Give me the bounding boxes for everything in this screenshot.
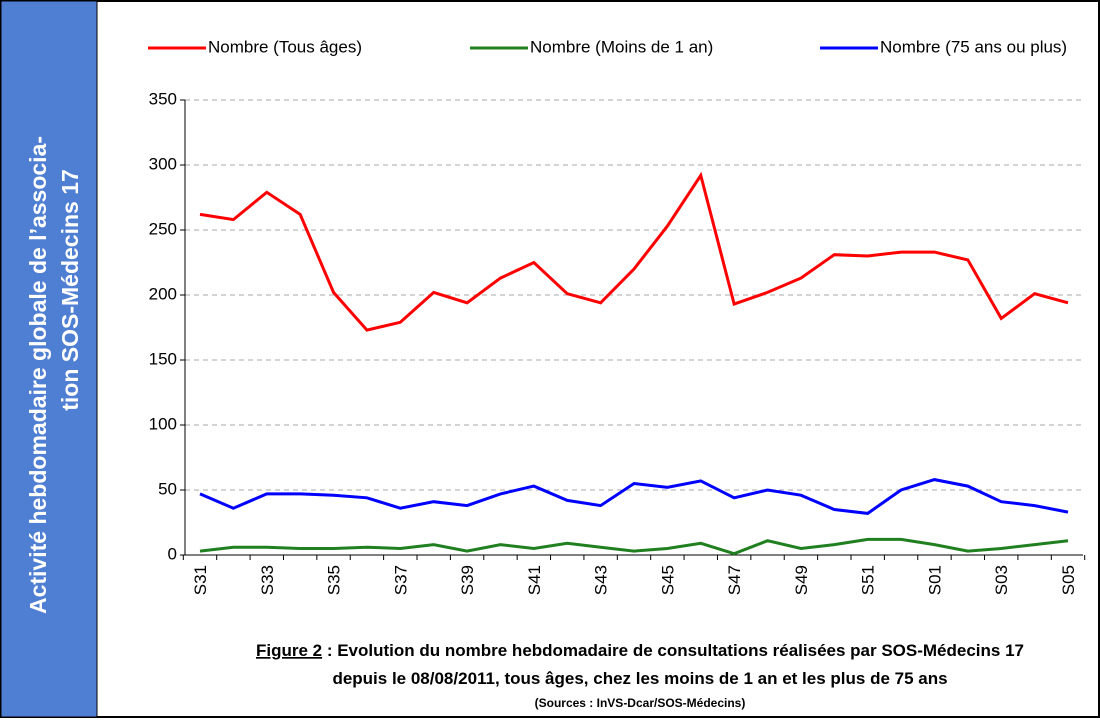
x-tick-label: S47 [725, 565, 744, 595]
series-line [199, 537, 1069, 556]
y-tick-label: 150 [149, 349, 177, 368]
x-tick-label: S37 [391, 565, 410, 595]
x-tick-label: S45 [658, 565, 677, 595]
caption-label: Figure 2 [256, 641, 322, 660]
caption-source: (Sources : InVS-Dcar/SOS-Médecins) [535, 696, 746, 710]
caption-text: depuis le 08/08/2011, tous âges, chez le… [332, 669, 947, 688]
y-tick-label: 100 [149, 414, 177, 433]
legend-label: Nombre (Tous âges) [208, 37, 362, 56]
legend-label: Nombre (75 ans ou plus) [880, 37, 1067, 56]
y-tick-label: 0 [168, 544, 177, 563]
y-tick-label: 50 [158, 479, 177, 498]
caption-text: : Evolution du nombre hebdomadaire de co… [322, 641, 1024, 660]
x-tick-label: S31 [191, 565, 210, 595]
x-tick-label: S03 [992, 565, 1011, 595]
y-tick-label: 350 [149, 89, 177, 108]
x-tick-label: S49 [792, 565, 811, 595]
caption: Figure 2 : Evolution du nombre hebdomada… [256, 641, 1024, 660]
series-line [199, 478, 1069, 515]
x-tick-label: S39 [458, 565, 477, 595]
series-line [199, 171, 1069, 332]
sidebar-line: tion SOS-Médecins 17 [57, 169, 83, 411]
x-tick-label: S51 [859, 565, 878, 595]
sidebar-line: Activité hebdomadaire globale de l’assoc… [25, 136, 51, 614]
x-tick-label: S43 [592, 565, 611, 595]
legend-label: Nombre (Moins de 1 an) [530, 37, 713, 56]
sidebar [0, 0, 98, 718]
y-tick-label: 250 [149, 219, 177, 238]
x-tick-label: S35 [325, 565, 344, 595]
y-tick-label: 300 [149, 154, 177, 173]
x-tick-label: S05 [1059, 565, 1078, 595]
x-tick-label: S01 [925, 565, 944, 595]
x-tick-label: S41 [525, 565, 544, 595]
x-tick-label: S33 [258, 565, 277, 595]
y-tick-label: 200 [149, 284, 177, 303]
